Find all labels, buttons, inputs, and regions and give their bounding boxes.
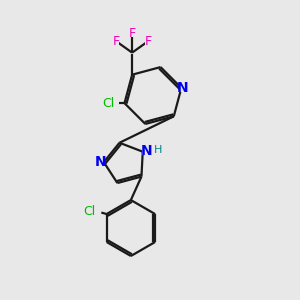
Text: F: F <box>145 35 152 48</box>
Text: N: N <box>177 81 189 95</box>
Bar <box>154 146 162 154</box>
Bar <box>145 38 151 46</box>
Bar <box>142 147 151 155</box>
Bar <box>113 38 119 46</box>
Bar <box>129 29 135 37</box>
Text: N: N <box>140 144 152 158</box>
Text: H: H <box>154 145 162 155</box>
Text: F: F <box>129 27 136 40</box>
Bar <box>96 158 105 166</box>
Bar <box>179 84 187 92</box>
Text: Cl: Cl <box>102 97 114 110</box>
Bar <box>83 207 95 215</box>
Bar <box>102 99 115 107</box>
Text: N: N <box>94 154 106 169</box>
Text: Cl: Cl <box>83 205 95 218</box>
Text: F: F <box>113 35 120 48</box>
